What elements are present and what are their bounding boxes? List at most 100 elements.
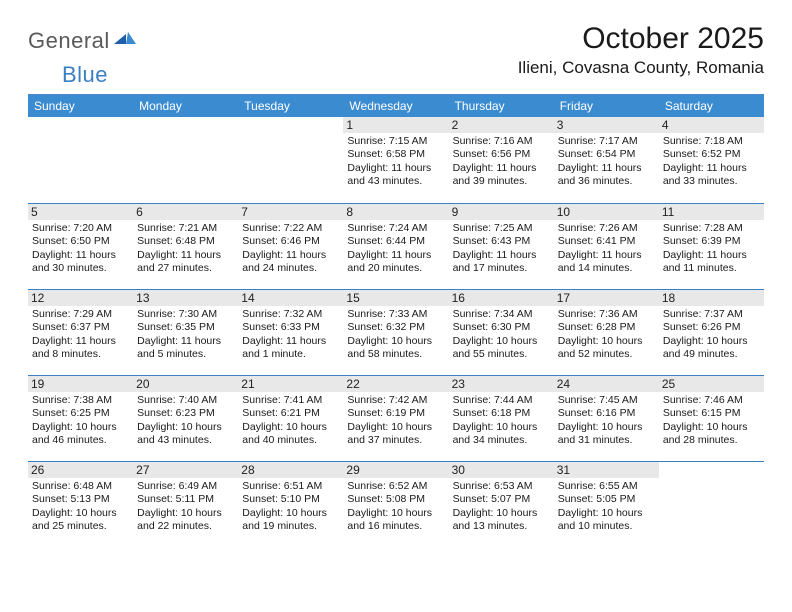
day-number — [659, 462, 764, 478]
day-number: 25 — [659, 376, 764, 392]
day-text: Sunrise: 7:38 AMSunset: 6:25 PMDaylight:… — [32, 394, 129, 448]
day-number: 7 — [238, 204, 343, 220]
day-number: 27 — [133, 462, 238, 478]
day-text: Sunrise: 7:45 AMSunset: 6:16 PMDaylight:… — [558, 394, 655, 448]
day-text: Sunrise: 7:34 AMSunset: 6:30 PMDaylight:… — [453, 308, 550, 362]
day-text: Sunrise: 7:37 AMSunset: 6:26 PMDaylight:… — [663, 308, 760, 362]
day-cell: 24 Sunrise: 7:45 AMSunset: 6:16 PMDayligh… — [554, 375, 659, 461]
day-cell: 23 Sunrise: 7:44 AMSunset: 6:18 PMDayligh… — [449, 375, 554, 461]
logo-mark-icon — [114, 28, 136, 51]
day-text: Sunrise: 7:33 AMSunset: 6:32 PMDaylight:… — [347, 308, 444, 362]
day-text: Sunrise: 7:30 AMSunset: 6:35 PMDaylight:… — [137, 308, 234, 362]
day-number: 23 — [449, 376, 554, 392]
day-text: Sunrise: 7:20 AMSunset: 6:50 PMDaylight:… — [32, 222, 129, 276]
day-cell: 17 Sunrise: 7:36 AMSunset: 6:28 PMDayligh… — [554, 289, 659, 375]
day-text: Sunrise: 7:22 AMSunset: 6:46 PMDaylight:… — [242, 222, 339, 276]
day-cell: 1Sunrise: 7:15 AMSunset: 6:58 PMDaylight… — [343, 117, 448, 203]
day-number: 18 — [659, 290, 764, 306]
day-cell: 27Sunrise: 6:49 AMSunset: 5:11 PMDayligh… — [133, 461, 238, 547]
day-number: 2 — [449, 117, 554, 133]
day-cell: 20 Sunrise: 7:40 AMSunset: 6:23 PMDayligh… — [133, 375, 238, 461]
day-text: Sunrise: 6:53 AMSunset: 5:07 PMDaylight:… — [453, 480, 550, 534]
day-text: Sunrise: 6:52 AMSunset: 5:08 PMDaylight:… — [347, 480, 444, 534]
day-text: Sunrise: 7:16 AMSunset: 6:56 PMDaylight:… — [453, 135, 550, 189]
day-cell: 7 Sunrise: 7:22 AMSunset: 6:46 PMDaylight… — [238, 203, 343, 289]
day-text: Sunrise: 7:21 AMSunset: 6:48 PMDaylight:… — [137, 222, 234, 276]
weekday-label: Wednesday — [343, 95, 448, 117]
day-cell: 11Sunrise: 7:28 AMSunset: 6:39 PMDayligh… — [659, 203, 764, 289]
day-text: Sunrise: 6:51 AMSunset: 5:10 PMDaylight:… — [242, 480, 339, 534]
day-cell: 21 Sunrise: 7:41 AMSunset: 6:21 PMDayligh… — [238, 375, 343, 461]
day-text: Sunrise: 7:17 AMSunset: 6:54 PMDaylight:… — [558, 135, 655, 189]
day-text: Sunrise: 7:41 AMSunset: 6:21 PMDaylight:… — [242, 394, 339, 448]
day-number: 13 — [133, 290, 238, 306]
day-number: 29 — [343, 462, 448, 478]
day-cell: 29 Sunrise: 6:52 AMSunset: 5:08 PMDayligh… — [343, 461, 448, 547]
day-number: 26 — [28, 462, 133, 478]
day-text: Sunrise: 7:25 AMSunset: 6:43 PMDaylight:… — [453, 222, 550, 276]
day-number: 30 — [449, 462, 554, 478]
day-number: 12 — [28, 290, 133, 306]
day-text: Sunrise: 7:24 AMSunset: 6:44 PMDaylight:… — [347, 222, 444, 276]
location: Ilieni, Covasna County, Romania — [518, 58, 764, 78]
weekday-label: Friday — [554, 95, 659, 117]
day-text: Sunrise: 7:46 AMSunset: 6:15 PMDaylight:… — [663, 394, 760, 448]
day-text: Sunrise: 7:40 AMSunset: 6:23 PMDaylight:… — [137, 394, 234, 448]
day-cell: 8 Sunrise: 7:24 AMSunset: 6:44 PMDaylight… — [343, 203, 448, 289]
day-number: 22 — [343, 376, 448, 392]
day-number: 8 — [343, 204, 448, 220]
day-cell: 9 Sunrise: 7:25 AMSunset: 6:43 PMDaylight… — [449, 203, 554, 289]
day-number: 6 — [133, 204, 238, 220]
weekday-label: Thursday — [449, 95, 554, 117]
day-cell: 15 Sunrise: 7:33 AMSunset: 6:32 PMDayligh… — [343, 289, 448, 375]
day-number: 24 — [554, 376, 659, 392]
day-number: 21 — [238, 376, 343, 392]
day-number: 5 — [28, 204, 133, 220]
weekday-label: Tuesday — [238, 95, 343, 117]
day-number: 3 — [554, 117, 659, 133]
day-cell: 31 Sunrise: 6:55 AMSunset: 5:05 PMDayligh… — [554, 461, 659, 547]
day-cell: 18 Sunrise: 7:37 AMSunset: 6:26 PMDayligh… — [659, 289, 764, 375]
day-text: Sunrise: 7:28 AMSunset: 6:39 PMDaylight:… — [663, 222, 760, 276]
day-cell: 25 Sunrise: 7:46 AMSunset: 6:15 PMDayligh… — [659, 375, 764, 461]
page-title: October 2025 — [518, 22, 764, 56]
day-number: 15 — [343, 290, 448, 306]
title-block: October 2025 Ilieni, Covasna County, Rom… — [518, 22, 764, 78]
day-cell: 28 Sunrise: 6:51 AMSunset: 5:10 PMDayligh… — [238, 461, 343, 547]
day-cell: 30 Sunrise: 6:53 AMSunset: 5:07 PMDayligh… — [449, 461, 554, 547]
day-number — [28, 117, 133, 133]
logo-text-blue: Blue — [62, 62, 108, 88]
calendar-grid: 1Sunrise: 7:15 AMSunset: 6:58 PMDaylight… — [28, 117, 764, 547]
day-number: 14 — [238, 290, 343, 306]
day-number: 20 — [133, 376, 238, 392]
day-text: Sunrise: 7:44 AMSunset: 6:18 PMDaylight:… — [453, 394, 550, 448]
day-number: 17 — [554, 290, 659, 306]
day-number: 31 — [554, 462, 659, 478]
day-cell: 26Sunrise: 6:48 AMSunset: 5:13 PMDayligh… — [28, 461, 133, 547]
day-number — [133, 117, 238, 133]
logo-text-general: General — [28, 28, 110, 54]
day-cell: 10 Sunrise: 7:26 AMSunset: 6:41 PMDayligh… — [554, 203, 659, 289]
weekday-label: Saturday — [659, 95, 764, 117]
day-text: Sunrise: 7:18 AMSunset: 6:52 PMDaylight:… — [663, 135, 760, 189]
day-text: Sunrise: 7:26 AMSunset: 6:41 PMDaylight:… — [558, 222, 655, 276]
day-cell — [659, 461, 764, 547]
day-number: 9 — [449, 204, 554, 220]
logo: General — [28, 28, 138, 54]
day-text: Sunrise: 7:29 AMSunset: 6:37 PMDaylight:… — [32, 308, 129, 362]
day-cell: 14 Sunrise: 7:32 AMSunset: 6:33 PMDayligh… — [238, 289, 343, 375]
day-number: 10 — [554, 204, 659, 220]
day-text: Sunrise: 7:32 AMSunset: 6:33 PMDaylight:… — [242, 308, 339, 362]
day-cell: 13 Sunrise: 7:30 AMSunset: 6:35 PMDayligh… — [133, 289, 238, 375]
day-number — [238, 117, 343, 133]
weekday-label: Monday — [133, 95, 238, 117]
day-number: 1 — [343, 117, 448, 133]
day-cell: 19Sunrise: 7:38 AMSunset: 6:25 PMDayligh… — [28, 375, 133, 461]
day-text: Sunrise: 6:55 AMSunset: 5:05 PMDaylight:… — [558, 480, 655, 534]
day-text: Sunrise: 7:36 AMSunset: 6:28 PMDaylight:… — [558, 308, 655, 362]
day-number: 28 — [238, 462, 343, 478]
day-cell: 22Sunrise: 7:42 AMSunset: 6:19 PMDayligh… — [343, 375, 448, 461]
day-cell: 3 Sunrise: 7:17 AMSunset: 6:54 PMDaylight… — [554, 117, 659, 203]
day-cell: 2 Sunrise: 7:16 AMSunset: 6:56 PMDaylight… — [449, 117, 554, 203]
day-cell: 16Sunrise: 7:34 AMSunset: 6:30 PMDayligh… — [449, 289, 554, 375]
